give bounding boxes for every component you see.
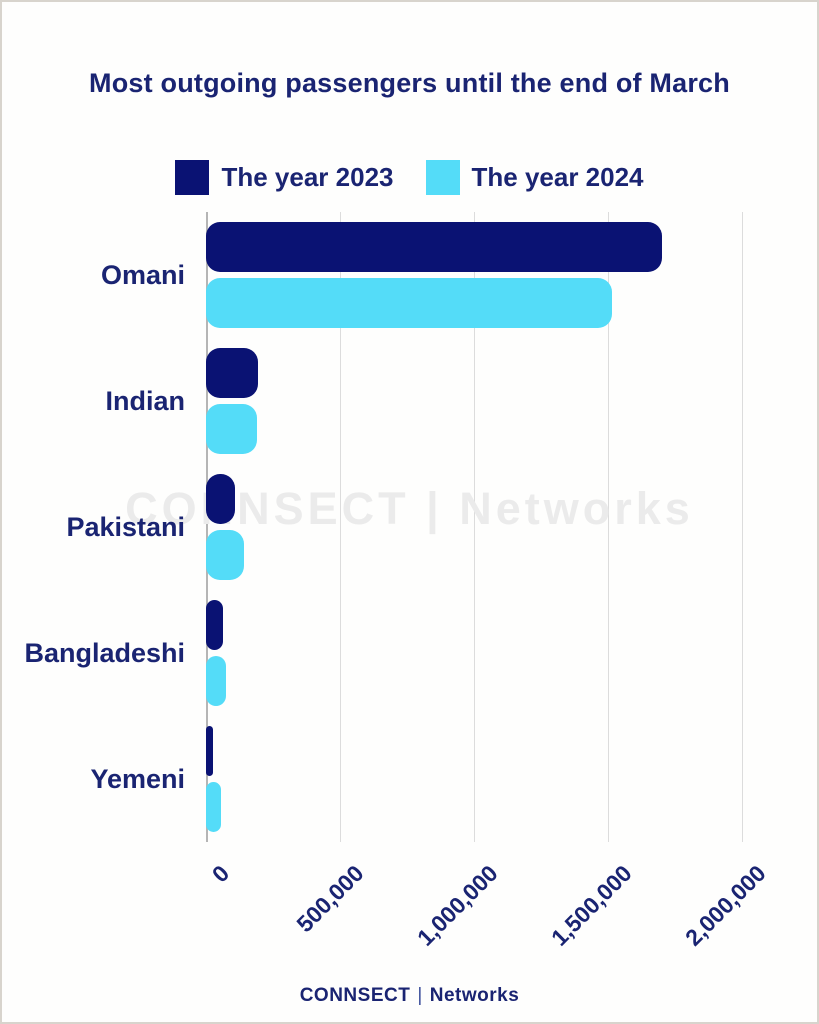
bar-omani-the-year-2023	[206, 222, 662, 272]
gridline	[473, 212, 475, 842]
bar-indian-the-year-2024	[206, 404, 257, 454]
footer-brand: CONNSECT | Networks	[2, 985, 817, 1007]
legend: The year 2023 The year 2024	[2, 160, 817, 195]
bar-group-bangladeshi	[206, 590, 783, 716]
bar-group-yemeni	[206, 716, 783, 842]
category-label-omani: Omani	[100, 259, 185, 290]
bar-yemeni-the-year-2024	[206, 782, 221, 832]
x-tick-label: 1,500,000	[545, 860, 637, 951]
category-label-yemeni: Yemeni	[90, 763, 185, 794]
bar-group-omani	[206, 212, 783, 338]
category-label-indian: Indian	[105, 385, 186, 416]
bar-bangladeshi-the-year-2024	[206, 656, 227, 706]
category-axis: Omani Indian Pakistani Bangladeshi Yemeni	[2, 212, 194, 842]
x-tick-label: 0	[206, 860, 235, 888]
bar-yemeni-the-year-2023	[206, 726, 213, 776]
bar-indian-the-year-2023	[206, 348, 259, 398]
category-label-pakistani: Pakistani	[66, 511, 185, 542]
bar-pakistani-the-year-2024	[206, 530, 244, 580]
bar-bangladeshi-the-year-2023	[206, 600, 224, 650]
category-label-bangladeshi: Bangladeshi	[24, 637, 185, 668]
legend-label: The year 2024	[471, 162, 644, 192]
x-tick-label: 1,000,000	[411, 860, 503, 951]
bar-rows	[206, 212, 783, 842]
legend-item-2024: The year 2024	[425, 160, 644, 195]
x-axis: 0 500,000 1,000,000 1,500,000 2,000,000	[206, 850, 783, 960]
legend-label: The year 2023	[221, 162, 394, 192]
x-tick-label: 2,000,000	[679, 860, 771, 951]
footer-product-name: Networks	[429, 985, 520, 1006]
y-axis-line	[206, 212, 208, 842]
footer-separator: |	[417, 985, 423, 1006]
bar-group-indian	[206, 338, 783, 464]
chart-title: Most outgoing passengers until the end o…	[89, 68, 730, 98]
gridline	[339, 212, 341, 842]
plot-area	[206, 212, 783, 842]
legend-item-2023: The year 2023	[175, 160, 394, 195]
x-tick-label: 500,000	[291, 860, 369, 938]
gridline	[741, 212, 743, 842]
legend-swatch-icon	[425, 160, 460, 195]
legend-swatch-icon	[175, 160, 210, 195]
bar-omani-the-year-2024	[206, 278, 613, 328]
bar-group-pakistani	[206, 464, 783, 590]
footer-brand-name: CONNSECT	[299, 985, 411, 1006]
gridline	[607, 212, 609, 842]
bar-pakistani-the-year-2023	[206, 474, 236, 524]
